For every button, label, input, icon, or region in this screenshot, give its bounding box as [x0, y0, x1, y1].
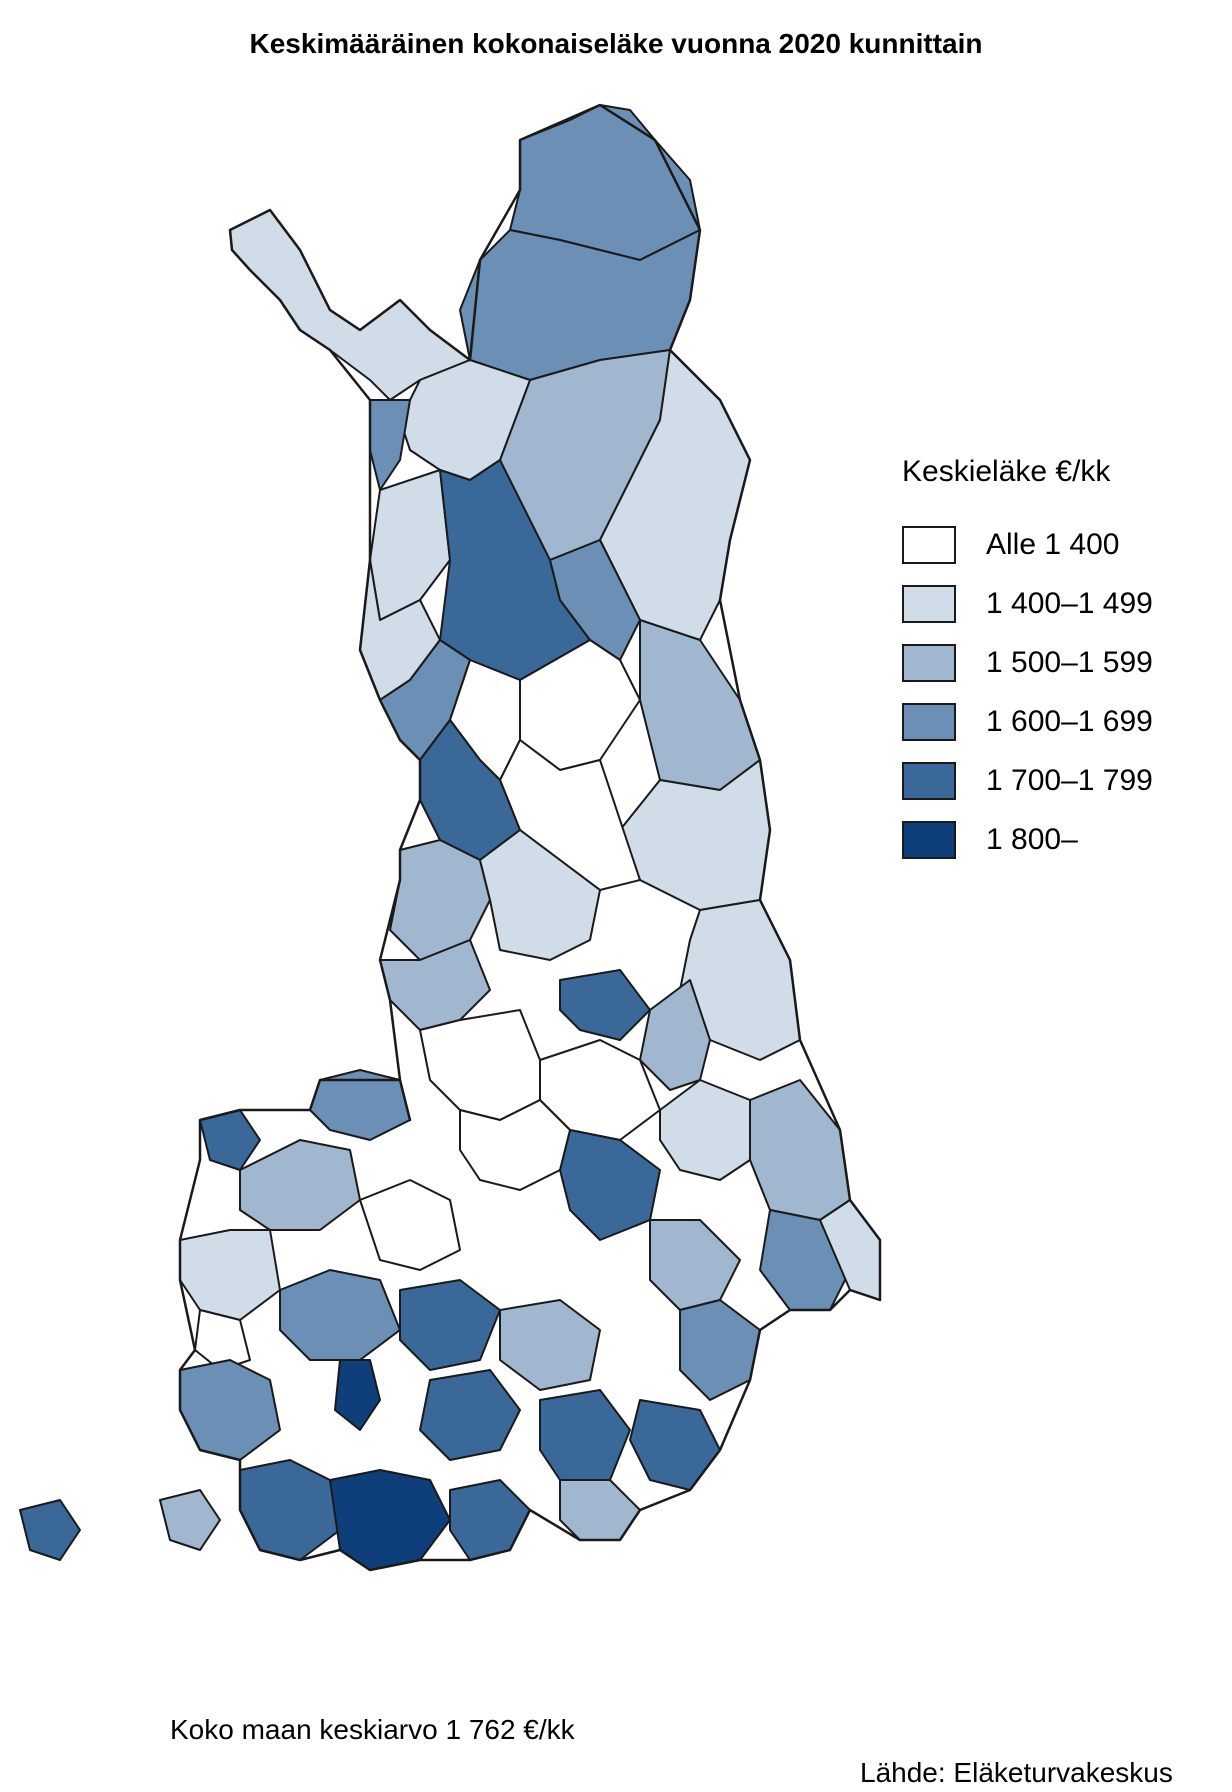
legend-item-1: Alle 1 400 — [902, 515, 1153, 574]
region-pudasjarvi[interactable] — [479, 829, 601, 961]
region-jyvaskyla-white[interactable] — [459, 1099, 571, 1191]
region-oulu[interactable] — [389, 839, 491, 961]
region-seinajoki[interactable] — [239, 1139, 361, 1231]
region-lappeenranta[interactable] — [629, 1399, 721, 1491]
national-average-note: Koko maan keskiarvo 1 762 €/kk — [170, 1714, 575, 1745]
region-uusimaa-west[interactable] — [239, 1459, 341, 1561]
region-nivala-white[interactable] — [419, 1009, 541, 1121]
region-aland[interactable] — [19, 1499, 81, 1561]
legend-label-1: Alle 1 400 — [986, 527, 1120, 561]
region-kolari[interactable] — [369, 469, 451, 621]
region-mikkeli[interactable] — [499, 1299, 601, 1391]
region-jamsa[interactable] — [399, 1279, 501, 1371]
region-alavus-white[interactable] — [359, 1179, 461, 1271]
legend-swatch-1 — [902, 525, 956, 564]
legend-label-5: 1 700–1 799 — [986, 763, 1153, 797]
legend-label-2: 1 400–1 499 — [986, 586, 1153, 620]
region-archipelago[interactable] — [159, 1489, 221, 1551]
region-kouvola[interactable] — [539, 1389, 631, 1481]
region-kokkola[interactable] — [309, 1069, 411, 1141]
legend-item-3: 1 500–1 599 — [902, 633, 1153, 692]
legend-label-6: 1 800– — [986, 822, 1078, 856]
legend-swatch-4 — [902, 702, 956, 741]
region-raahe[interactable] — [379, 939, 491, 1031]
region-lahti[interactable] — [419, 1369, 521, 1461]
region-turku-region[interactable] — [179, 1359, 281, 1461]
region-kuopio[interactable] — [649, 1219, 741, 1311]
region-nw-arm[interactable] — [229, 209, 471, 401]
map-legend: Keskieläke €/kk Alle 1 400 1 400–1 499 1… — [902, 455, 1153, 869]
region-sotkamo[interactable] — [659, 1079, 751, 1181]
legend-swatch-3 — [902, 643, 956, 682]
map-title: Keskimääräinen kokonaiseläke vuonna 2020… — [249, 28, 983, 59]
region-iisalmi[interactable] — [559, 1129, 661, 1241]
finland-outline — [178, 103, 882, 1572]
region-puolanka[interactable] — [559, 969, 651, 1041]
region-kotka[interactable] — [559, 1479, 641, 1541]
legend-title: Keskieläke €/kk — [902, 455, 1111, 488]
legend-item-4: 1 600–1 699 — [902, 692, 1153, 751]
legend-swatch-2 — [902, 584, 956, 623]
source-note: Lähde: Eläketurvakeskus — [860, 1757, 1173, 1788]
legend-label-3: 1 500–1 599 — [986, 645, 1153, 679]
legend-item-6: 1 800– — [902, 810, 1153, 869]
region-hameenlinna[interactable] — [334, 1359, 381, 1431]
legend-item-2: 1 400–1 499 — [902, 574, 1153, 633]
legend-swatch-6 — [902, 820, 956, 859]
region-kuhmo[interactable] — [749, 1079, 851, 1221]
region-tampere[interactable] — [279, 1269, 401, 1361]
legend-item-5: 1 700–1 799 — [902, 751, 1153, 810]
region-muonio[interactable] — [369, 399, 411, 491]
region-porvoo[interactable] — [449, 1479, 531, 1561]
region-pori-area[interactable] — [179, 1229, 281, 1321]
legend-label-4: 1 600–1 699 — [986, 704, 1153, 738]
legend-swatch-5 — [902, 761, 956, 800]
